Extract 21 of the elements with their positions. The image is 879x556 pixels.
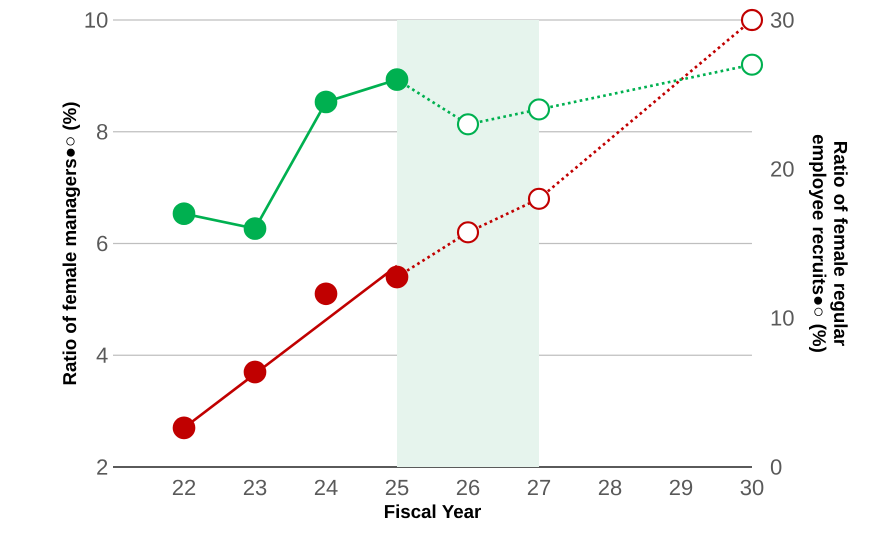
x-tick-label: 22 xyxy=(172,480,196,496)
y-tick-label: 4 xyxy=(96,348,108,363)
x-tick-label: 27 xyxy=(528,480,550,496)
x-tick-label: 26 xyxy=(456,480,480,496)
y2-tick-label: 0 xyxy=(770,459,782,475)
x-tick-label: 25 xyxy=(386,480,408,496)
y-tick-label: 8 xyxy=(97,124,108,140)
y2-tick-label: 20 xyxy=(771,161,794,177)
y-tick-label: 6 xyxy=(97,236,108,252)
x-tick-label: 28 xyxy=(598,480,622,496)
y2-tick-label: 10 xyxy=(772,310,794,326)
x-tick-label: 29 xyxy=(670,480,692,496)
x-tick-label: 23 xyxy=(244,480,266,496)
y2-axis-title: Ratio of female regular employee recruits●○ (%) xyxy=(808,134,848,352)
y-tick-label: 10 xyxy=(86,12,108,28)
y2-tick-label: 30 xyxy=(770,12,794,28)
x-tick-label: 30 xyxy=(740,480,764,496)
x-tick-label: 24 xyxy=(314,480,338,496)
y-tick-label: 2 xyxy=(97,459,108,475)
x-axis-title: Fiscal Year xyxy=(384,504,481,518)
y-axis-title: Ratio of female managers●○ (%) xyxy=(62,102,80,384)
